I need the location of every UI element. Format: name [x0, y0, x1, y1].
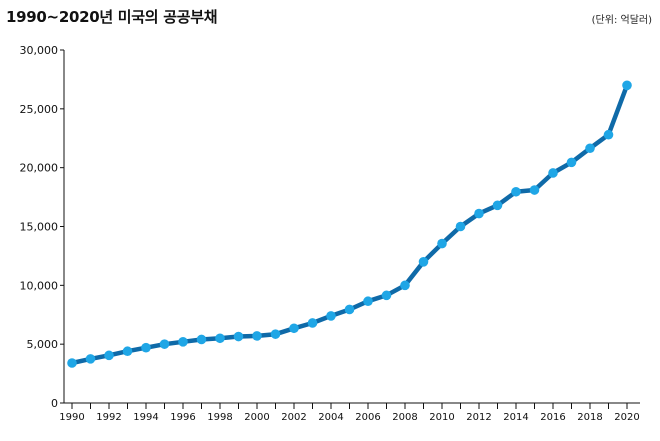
x-tick-label: 2020 [614, 412, 639, 423]
x-tick-label: 2006 [355, 412, 380, 423]
data-point [474, 208, 484, 219]
data-point [307, 318, 318, 328]
y-tick-label: 10,000 [20, 279, 59, 292]
data-point [141, 342, 151, 353]
data-point [178, 337, 188, 347]
data-point [326, 311, 336, 321]
x-tick-label: 1996 [170, 412, 195, 423]
data-point [270, 329, 281, 339]
data-point [159, 339, 170, 349]
data-point [196, 334, 207, 345]
data-point [585, 143, 595, 154]
y-tick-label: 25,000 [20, 103, 59, 116]
data-point [104, 350, 114, 361]
x-tick-label: 2018 [577, 412, 602, 423]
data-point [622, 80, 632, 91]
data-point [381, 290, 392, 301]
data-point [437, 238, 447, 249]
x-tick-label: 1998 [207, 412, 232, 423]
x-tick-label: 1992 [96, 412, 121, 423]
data-point [548, 168, 558, 178]
data-point [252, 331, 262, 341]
x-tick-label: 2010 [429, 412, 454, 423]
x-tick-label: 1990 [59, 412, 84, 423]
x-tick-label: 2012 [466, 412, 491, 423]
data-point [85, 354, 96, 364]
x-tick-label: 2000 [244, 412, 269, 423]
x-tick-label: 2004 [318, 412, 343, 423]
y-tick-label: 20,000 [20, 162, 59, 175]
data-point [363, 296, 373, 307]
y-tick-label: 15,000 [20, 221, 59, 234]
data-point [418, 257, 429, 267]
data-point [233, 331, 244, 342]
y-tick-label: 0 [51, 397, 58, 410]
unit-label: (단위: 억달러) [591, 15, 652, 26]
data-point [511, 186, 521, 197]
data-point [455, 221, 466, 232]
data-point [400, 280, 410, 291]
data-point [289, 323, 299, 334]
y-tick-label: 5,000 [27, 338, 59, 351]
y-tick-label: 30,000 [20, 44, 59, 57]
series-line [69, 83, 630, 366]
x-tick-label: 2014 [503, 412, 528, 423]
x-tick-label: 2002 [281, 412, 306, 423]
data-point [566, 157, 577, 168]
x-tick-label: 1994 [133, 412, 158, 423]
chart-title: 1990~2020년 미국의 공공부채 [6, 8, 218, 26]
x-tick-label: 2008 [392, 412, 417, 423]
data-point [344, 304, 355, 315]
data-point [215, 333, 225, 344]
data-point [603, 129, 614, 140]
data-point [492, 200, 503, 211]
data-point [122, 346, 133, 357]
data-point [529, 185, 540, 195]
x-tick-label: 2016 [540, 412, 565, 423]
data-point [67, 358, 77, 368]
